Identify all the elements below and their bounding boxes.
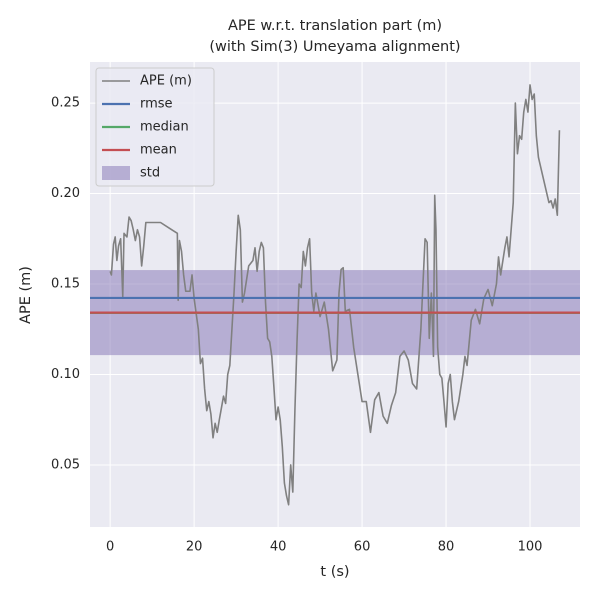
x-tick-label: 20 [186, 540, 203, 555]
legend-box [95, 67, 215, 187]
legend-label: std [140, 166, 160, 181]
x-tick-label: 100 [518, 540, 543, 555]
chart-subtitle: (with Sim(3) Umeyama alignment) [209, 39, 460, 55]
chart-title: APE w.r.t. translation part (m) [228, 18, 442, 34]
x-tick-label: 0 [106, 540, 114, 555]
x-axis-label: t (s) [320, 564, 349, 580]
legend-label: rmse [140, 97, 173, 112]
y-tick-label: 0.25 [51, 96, 80, 111]
x-tick-label: 60 [354, 540, 371, 555]
x-tick-label: 40 [270, 540, 287, 555]
legend-label: mean [140, 143, 177, 158]
y-tick-label: 0.05 [51, 457, 80, 472]
y-tick-label: 0.10 [51, 367, 80, 382]
legend-label: APE (m) [140, 74, 192, 89]
ape-line [109, 84, 561, 506]
x-tick-label: 80 [438, 540, 455, 555]
legend-label: median [140, 120, 189, 135]
plot-layer [90, 84, 580, 506]
legend-swatch [102, 166, 130, 180]
y-axis-label: APE (m) [18, 266, 34, 324]
y-tick-label: 0.20 [51, 186, 80, 201]
y-tick-label: 0.15 [51, 277, 80, 292]
